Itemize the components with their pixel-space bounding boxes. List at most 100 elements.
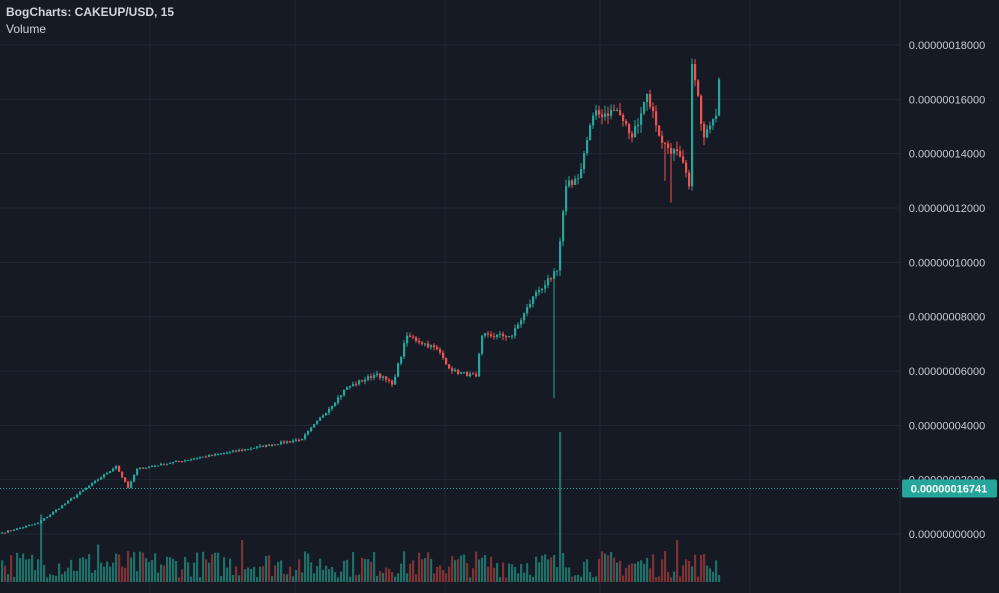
candle-body [541, 288, 544, 290]
candle-body [280, 441, 283, 445]
candle-body [253, 447, 256, 449]
candle-body [307, 431, 310, 435]
candle-body [22, 527, 25, 529]
volume-bar [691, 566, 694, 582]
candle-body [580, 168, 583, 179]
volume-bar [85, 559, 88, 582]
volume-bar [16, 552, 19, 582]
candle-body [403, 343, 406, 357]
volume-bar [706, 565, 709, 582]
volume-bar [115, 553, 118, 582]
volume-bar [13, 576, 16, 582]
volume-bar [556, 567, 559, 582]
volume-bar [292, 576, 295, 582]
candle-body [217, 453, 220, 455]
candle-body [70, 498, 73, 501]
volume-bar [31, 554, 34, 582]
volume-bar [346, 559, 349, 582]
y-tick-label: 0.00000018000 [909, 40, 985, 52]
candle-body [619, 110, 622, 115]
volume-bar [265, 555, 268, 582]
volume-bar [217, 552, 220, 582]
volume-bar [598, 558, 601, 582]
candle-body [154, 465, 157, 467]
price-axis[interactable]: 0.00000018000 0.00000016000 0.00000014000 0… [909, 40, 985, 541]
candle-body [226, 452, 229, 454]
volume-bar [577, 574, 580, 582]
volume-bar [73, 570, 76, 582]
candle-body [421, 342, 424, 344]
volume-bar [415, 574, 418, 582]
candle-body [451, 368, 454, 371]
volume-bar [340, 571, 343, 582]
candle-body [553, 271, 556, 279]
volume-bar [271, 576, 274, 582]
candle-body [31, 524, 34, 526]
volume-bar [412, 560, 415, 582]
volume-bar [478, 559, 481, 582]
candle-body [466, 372, 469, 377]
volume-bar [139, 551, 142, 582]
volume-bar [370, 561, 373, 582]
candle-body [46, 516, 49, 519]
volume-bar [61, 574, 64, 582]
candle-body [526, 307, 529, 314]
volume-bar [136, 571, 139, 582]
volume-bar [682, 565, 685, 582]
volume-bar [193, 562, 196, 582]
candle-body [211, 454, 214, 456]
volume-bar [328, 569, 331, 582]
candle-body [16, 528, 19, 530]
volume-bar [274, 565, 277, 582]
candle-body [343, 389, 346, 396]
candle-body [613, 109, 616, 111]
candle-body [409, 335, 412, 337]
candle-body [505, 336, 508, 338]
candle-body [718, 79, 721, 116]
candle-body [358, 380, 361, 385]
candle-body [424, 343, 427, 345]
candle-body [382, 376, 385, 378]
candle-body [247, 449, 250, 451]
candle-body [577, 178, 580, 180]
candle-body [571, 180, 574, 185]
volume-bar [631, 563, 634, 582]
candle-body [532, 296, 535, 305]
candle-body [67, 500, 70, 504]
volume-bar [25, 559, 28, 582]
candle-body [13, 529, 16, 531]
volume-bar [130, 557, 133, 582]
candle-body [544, 285, 547, 289]
candle-body [448, 364, 451, 369]
volume-bar [538, 562, 541, 582]
candle-body [499, 333, 502, 335]
candle-body [670, 148, 673, 154]
volume-bar [580, 576, 583, 582]
volume-bar [178, 577, 181, 582]
candle-body [523, 313, 526, 321]
candle-body [148, 466, 151, 468]
volume-bar [544, 554, 547, 582]
volume-bar [430, 558, 433, 582]
candle-body [328, 408, 331, 413]
candle-body [10, 530, 13, 532]
volume-bar [157, 572, 160, 582]
candle-body [397, 363, 400, 377]
volume-bar [667, 572, 670, 582]
candle-body [610, 109, 613, 116]
candle-body [121, 471, 124, 478]
volume-bar [358, 574, 361, 582]
volume-bar [520, 564, 523, 582]
volume-bar [310, 562, 313, 582]
volume-bar [616, 562, 619, 582]
candle-body [151, 466, 154, 468]
volume-bar [574, 575, 577, 582]
volume-bar [529, 574, 532, 582]
volume-bar [208, 562, 211, 582]
volume-bar [283, 573, 286, 582]
candle-body [427, 343, 430, 348]
volume-bar [481, 557, 484, 582]
candle-body [193, 458, 196, 460]
candle-body [484, 333, 487, 336]
